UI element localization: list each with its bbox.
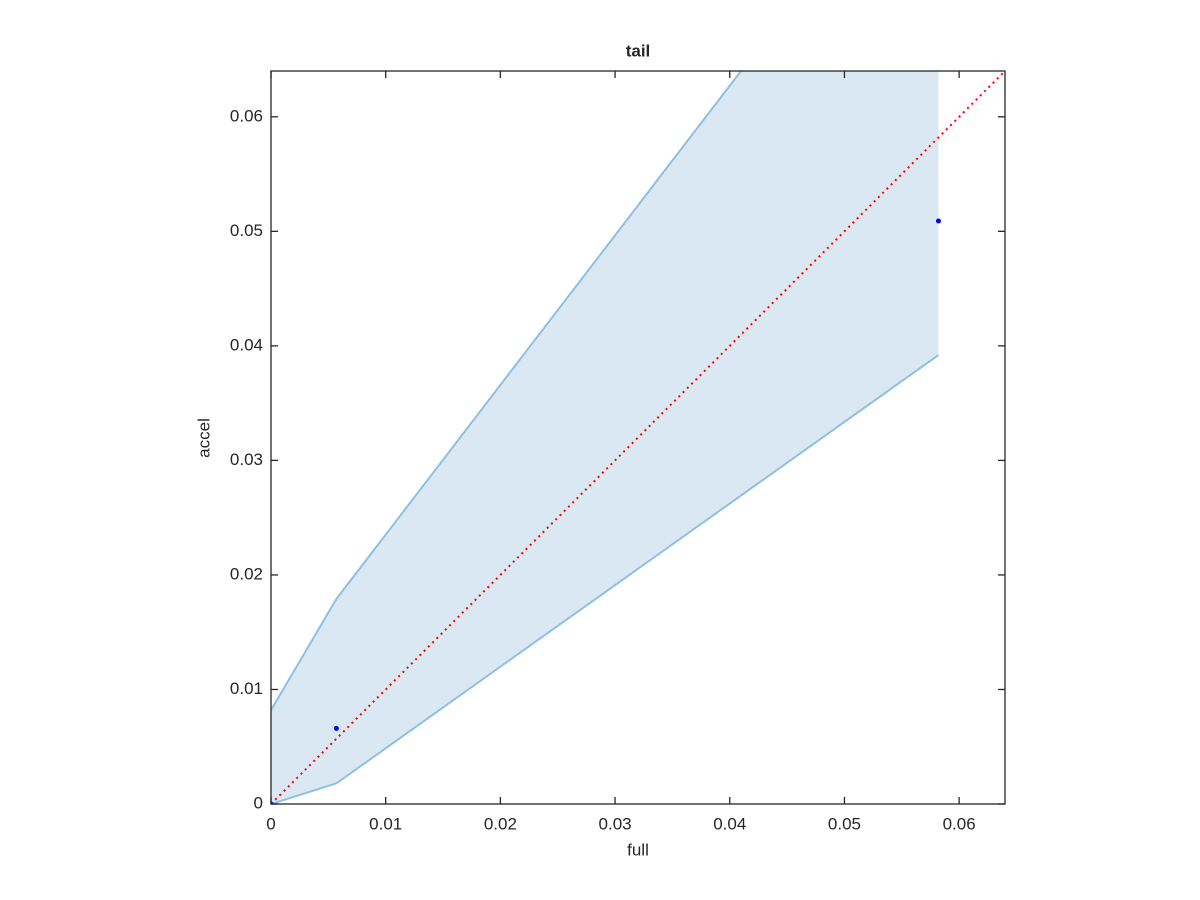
y-tick-label: 0.04 [230,335,263,354]
band-lower-edge [271,354,940,804]
band-upper-edge [271,71,743,711]
axes-box [270,70,1006,805]
confidence-band [271,71,939,804]
data-point [935,218,941,224]
x-tick-label: 0.06 [943,814,976,833]
axes: 0 0.01 0.02 0.03 0.04 0.05 0.06 0 0.01 0.02 0.03 0.… [230,70,1006,833]
y-tick-label: 0.03 [230,450,263,469]
x-tick-label: 0.04 [713,814,746,833]
x-tick-label: 0.05 [828,814,861,833]
x-tick-label: 0 [266,814,275,833]
plot-area [271,71,1005,804]
reference-line [271,71,1005,804]
x-axis-label: full [627,840,649,859]
y-tick-label: 0 [254,793,263,812]
y-tick-label: 0.06 [230,106,263,125]
x-tick-label: 0.03 [599,814,632,833]
x-tick-label: 0.01 [369,814,402,833]
y-tick-label: 0.02 [230,564,263,583]
y-tick-label: 0.01 [230,679,263,698]
x-tick-label: 0.02 [484,814,517,833]
data-point [333,725,339,731]
y-tick-label: 0.05 [230,221,263,240]
chart-title: tail [626,41,651,60]
y-axis-label: accel [194,418,213,458]
